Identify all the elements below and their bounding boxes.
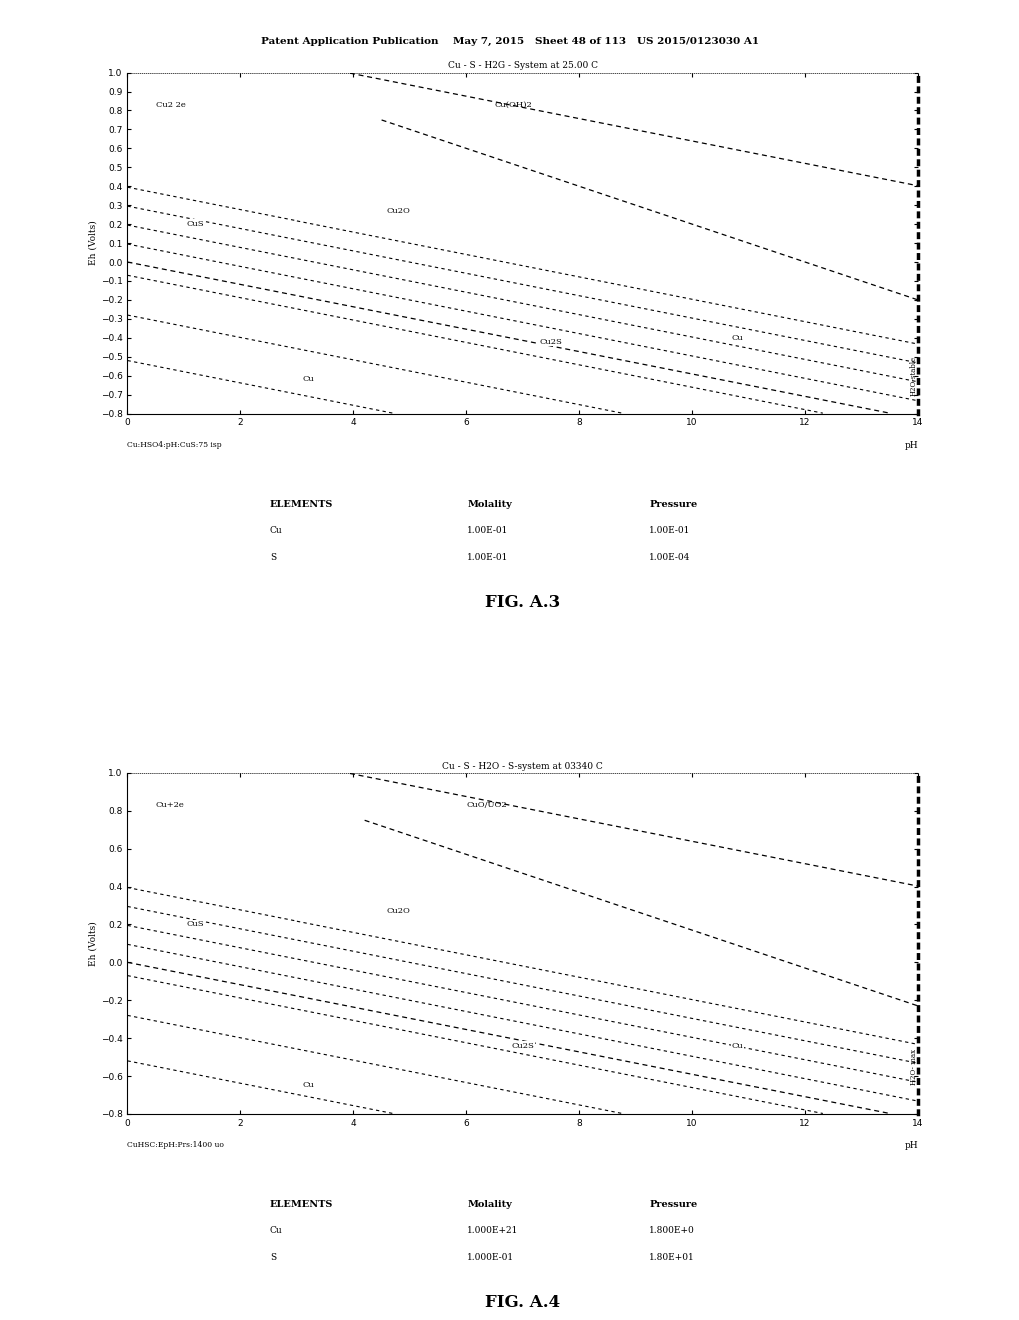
Text: Cu: Cu: [302, 375, 314, 384]
Text: ELEMENTS: ELEMENTS: [269, 500, 333, 510]
Text: ELEMENTS: ELEMENTS: [269, 1200, 333, 1209]
Text: Cu2S: Cu2S: [539, 338, 561, 346]
Text: CuHSC:EpH:Prs:1400 uo: CuHSC:EpH:Prs:1400 uo: [127, 1142, 224, 1150]
Text: Cu: Cu: [269, 1226, 282, 1234]
Text: 1.00E-04: 1.00E-04: [649, 553, 690, 562]
Text: Molality: Molality: [467, 500, 512, 510]
Text: Cu+2e: Cu+2e: [156, 801, 184, 809]
Text: 1.00E-01: 1.00E-01: [649, 525, 690, 535]
Text: 1.000E-01: 1.000E-01: [467, 1253, 514, 1262]
Text: Cu2O: Cu2O: [386, 207, 410, 215]
Y-axis label: Eh (Volts): Eh (Volts): [89, 220, 98, 265]
Text: H2O-stable: H2O-stable: [909, 355, 917, 396]
Title: Cu - S - H2O - S-system at 03340 C: Cu - S - H2O - S-system at 03340 C: [442, 762, 602, 771]
Text: Cu: Cu: [731, 334, 743, 342]
Text: pH: pH: [904, 1142, 917, 1150]
Text: Cu: Cu: [731, 1041, 743, 1049]
Text: H2O- max: H2O- max: [909, 1048, 917, 1085]
Text: Cu: Cu: [269, 525, 282, 535]
Y-axis label: Eh (Volts): Eh (Volts): [89, 921, 98, 966]
Text: FIG. A.4: FIG. A.4: [485, 1294, 559, 1311]
Text: 1.80E+01: 1.80E+01: [649, 1253, 694, 1262]
Text: Cu2O: Cu2O: [386, 907, 410, 915]
Text: 1.000E+21: 1.000E+21: [467, 1226, 519, 1234]
Text: Pressure: Pressure: [649, 500, 697, 510]
Text: Cu(OH)2: Cu(OH)2: [494, 100, 532, 108]
Text: Cu2 2e: Cu2 2e: [156, 100, 185, 108]
Text: Molality: Molality: [467, 1200, 512, 1209]
Text: S: S: [269, 1253, 276, 1262]
Text: pH: pH: [904, 441, 917, 450]
Text: 1.800E+0: 1.800E+0: [649, 1226, 694, 1234]
Text: Cu2S: Cu2S: [511, 1041, 534, 1049]
Text: CuO/UO2: CuO/UO2: [466, 801, 506, 809]
Text: 1.00E-01: 1.00E-01: [467, 525, 508, 535]
Text: CuS: CuS: [186, 220, 204, 228]
Text: Cu:HSO4:pH:CuS:75 isp: Cu:HSO4:pH:CuS:75 isp: [127, 441, 222, 449]
Text: Pressure: Pressure: [649, 1200, 697, 1209]
Text: Patent Application Publication    May 7, 2015   Sheet 48 of 113   US 2015/012303: Patent Application Publication May 7, 20…: [261, 37, 758, 46]
Text: Cu: Cu: [302, 1081, 314, 1089]
Text: CuS: CuS: [186, 920, 204, 928]
Title: Cu - S - H2G - System at 25.00 C: Cu - S - H2G - System at 25.00 C: [447, 62, 597, 70]
Text: FIG. A.3: FIG. A.3: [485, 594, 559, 611]
Text: S: S: [269, 553, 276, 562]
Text: 1.00E-01: 1.00E-01: [467, 553, 508, 562]
